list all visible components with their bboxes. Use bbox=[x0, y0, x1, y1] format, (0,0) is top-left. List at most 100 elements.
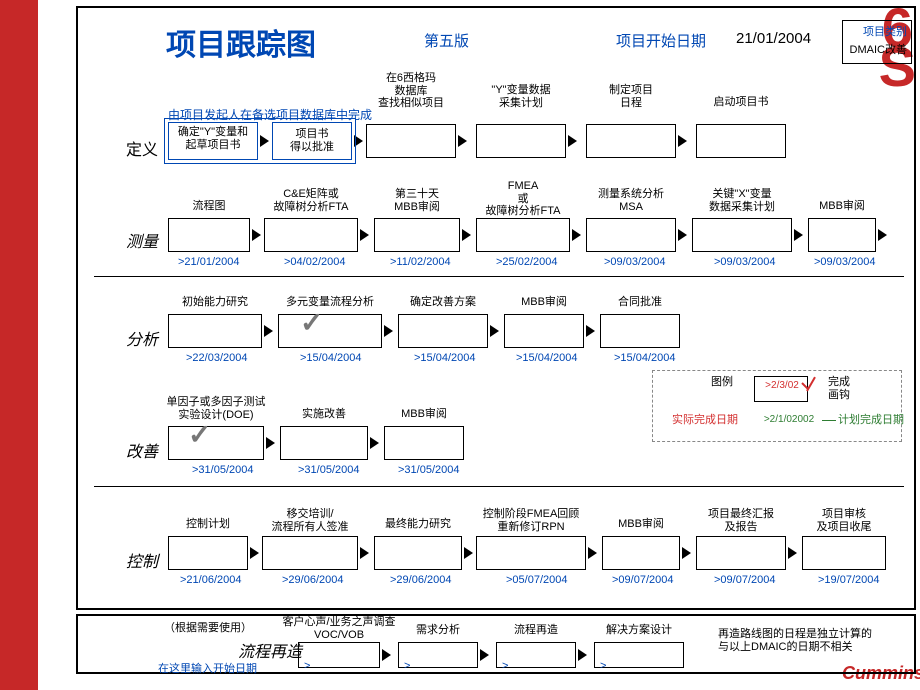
measure-head-1: C&E矩阵或故障树分析FTA bbox=[264, 188, 358, 213]
legend-date1: >2/3/02 bbox=[758, 380, 806, 392]
category-label: 项目类别 bbox=[847, 23, 907, 39]
analyze-box-0 bbox=[168, 314, 262, 348]
legend-date2: >2/1/02002 bbox=[756, 414, 822, 426]
arrow bbox=[264, 325, 273, 337]
arrow bbox=[490, 325, 499, 337]
measure-head-3: FMEA或故障树分析FTA bbox=[476, 180, 570, 218]
control-head-4: MBB审阅 bbox=[602, 518, 680, 531]
improve-box-2 bbox=[384, 426, 464, 460]
red-sidebar bbox=[0, 0, 38, 690]
measure-date-4: >09/03/2004 bbox=[604, 256, 665, 268]
arrow bbox=[480, 649, 489, 661]
analyze-box-4 bbox=[600, 314, 680, 348]
main-container: 6S Cummins 项目跟踪图 第五版 项目开始日期 21/01/2004 项… bbox=[38, 0, 920, 690]
start-date-label: 项目开始日期 bbox=[616, 30, 706, 51]
phase-define-label: 定义 bbox=[126, 136, 158, 160]
analyze-date-1: >15/04/2004 bbox=[300, 352, 361, 364]
improve-head-0: 单因子或多因子测试实验设计(DOE) bbox=[158, 396, 274, 421]
control-box-3 bbox=[476, 536, 586, 570]
measure-date-1: >04/02/2004 bbox=[284, 256, 345, 268]
analyze-head-0: 初始能力研究 bbox=[168, 296, 262, 309]
arrow bbox=[578, 649, 587, 661]
re-gt-1: > bbox=[404, 660, 410, 672]
define-head-4: 制定项目日程 bbox=[586, 84, 676, 109]
category-box: 项目类别 DMAIC改善 bbox=[842, 20, 912, 64]
improve-head-2: MBB审阅 bbox=[384, 408, 464, 421]
measure-head-5: 关键"X"变量数据采集计划 bbox=[692, 188, 792, 213]
phase-measure-label: 测量 bbox=[126, 228, 158, 252]
measure-date-5: >09/03/2004 bbox=[714, 256, 775, 268]
category-value: DMAIC改善 bbox=[847, 41, 907, 57]
arrow bbox=[586, 325, 595, 337]
arrow bbox=[266, 437, 275, 449]
control-date-0: >21/06/2004 bbox=[180, 574, 241, 586]
improve-head-1: 实施改善 bbox=[280, 408, 368, 421]
arrow bbox=[678, 229, 687, 241]
check-icon: ✓ bbox=[188, 418, 211, 451]
control-head-2: 最终能力研究 bbox=[374, 518, 462, 531]
measure-head-0: 流程图 bbox=[168, 200, 250, 213]
arrow bbox=[360, 229, 369, 241]
re-head-3: 解决方案设计 bbox=[594, 624, 684, 637]
define-head-3: "Y"变量数据采集计划 bbox=[476, 84, 566, 109]
measure-head-6: MBB审阅 bbox=[808, 200, 876, 213]
control-date-1: >29/06/2004 bbox=[282, 574, 343, 586]
control-box-0 bbox=[168, 536, 248, 570]
control-date-4: >09/07/2004 bbox=[612, 574, 673, 586]
measure-box-2 bbox=[374, 218, 460, 252]
measure-box-4 bbox=[586, 218, 676, 252]
analyze-box-1 bbox=[278, 314, 382, 348]
phase-analyze-label: 分析 bbox=[126, 326, 158, 350]
legend-title: 图例 bbox=[702, 376, 742, 389]
re-head-2: 流程再造 bbox=[496, 624, 576, 637]
divider bbox=[94, 276, 904, 277]
legend-plan-label: 计划完成日期 bbox=[838, 414, 908, 427]
arrow bbox=[382, 649, 391, 661]
analyze-head-3: MBB审阅 bbox=[504, 296, 584, 309]
improve-date-1: >31/05/2004 bbox=[298, 464, 359, 476]
define-box-2 bbox=[366, 124, 456, 158]
control-head-5: 项目最终汇报及报告 bbox=[696, 508, 786, 533]
reengineer-note1: （根据需要使用） bbox=[158, 622, 258, 635]
analyze-head-2: 确定改善方案 bbox=[398, 296, 488, 309]
control-head-6: 项目审核及项目收尾 bbox=[802, 508, 886, 533]
arrow bbox=[588, 547, 597, 559]
control-box-1 bbox=[262, 536, 358, 570]
arrow bbox=[572, 229, 581, 241]
measure-box-1 bbox=[264, 218, 358, 252]
control-date-2: >29/06/2004 bbox=[390, 574, 451, 586]
control-box-6 bbox=[802, 536, 886, 570]
control-head-1: 移交培训/流程所有人签准 bbox=[262, 508, 358, 533]
control-box-2 bbox=[374, 536, 462, 570]
arrow bbox=[682, 547, 691, 559]
analyze-box-3 bbox=[504, 314, 584, 348]
arrow bbox=[250, 547, 259, 559]
arrow bbox=[678, 135, 687, 147]
measure-box-3 bbox=[476, 218, 570, 252]
define-box-5 bbox=[696, 124, 786, 158]
re-head-1: 需求分析 bbox=[398, 624, 478, 637]
arrow bbox=[878, 229, 887, 241]
control-date-6: >19/07/2004 bbox=[818, 574, 879, 586]
version-label: 第五版 bbox=[424, 30, 469, 51]
phase-improve-label: 改善 bbox=[126, 438, 158, 462]
control-box-5 bbox=[696, 536, 786, 570]
analyze-date-2: >15/04/2004 bbox=[414, 352, 475, 364]
control-head-3: 控制阶段FMEA回顾重新修订RPN bbox=[476, 508, 586, 533]
page-title: 项目跟踪图 bbox=[166, 20, 316, 64]
arrow bbox=[788, 547, 797, 559]
analyze-date-3: >15/04/2004 bbox=[516, 352, 577, 364]
measure-box-5 bbox=[692, 218, 792, 252]
legend-check-icon bbox=[802, 372, 818, 394]
define-head-2: 在6西格玛数据库查找相似项目 bbox=[366, 72, 456, 110]
control-head-0: 控制计划 bbox=[168, 518, 248, 531]
re-gt-2: > bbox=[502, 660, 508, 672]
re-gt-3: > bbox=[600, 660, 606, 672]
legend-done-label: 完成画钩 bbox=[828, 376, 878, 401]
start-date-value: 21/01/2004 bbox=[736, 30, 811, 47]
measure-head-2: 第三十天MBB审阅 bbox=[374, 188, 460, 213]
analyze-box-2 bbox=[398, 314, 488, 348]
improve-box-1 bbox=[280, 426, 368, 460]
analyze-date-4: >15/04/2004 bbox=[614, 352, 675, 364]
reengineer-note2: 再造路线图的日程是独立计算的与以上DMAIC的日期不相关 bbox=[718, 628, 908, 653]
